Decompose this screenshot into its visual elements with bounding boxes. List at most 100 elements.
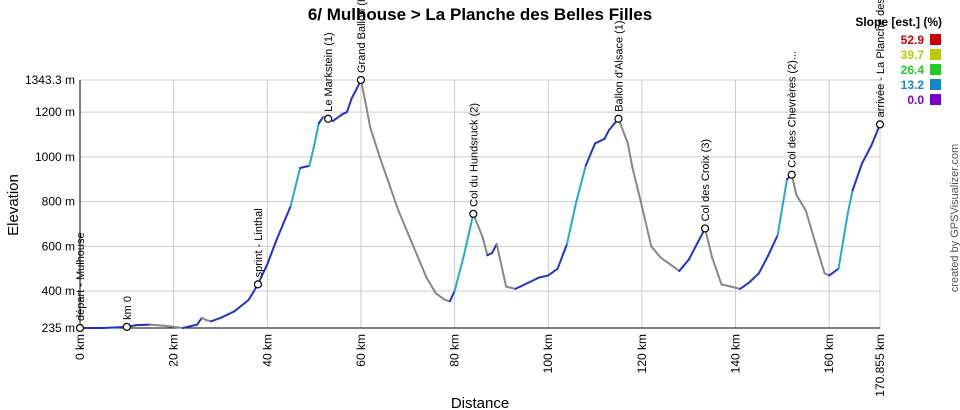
- profile-segment: [149, 323, 166, 327]
- profile-segment: [308, 144, 316, 167]
- profile-segment: [219, 310, 236, 319]
- profile-segment: [748, 272, 760, 284]
- waypoint-marker: [122, 322, 131, 331]
- profile-segment: [514, 283, 526, 290]
- profile-segment: [434, 292, 447, 302]
- waypoint-label: Col des Chevrères (2)...: [787, 51, 799, 168]
- waypoint-label: sprint - Linthal: [253, 208, 265, 277]
- x-tick-label: 100 km: [541, 334, 555, 373]
- profile-segment: [837, 211, 849, 270]
- profile-segment: [505, 285, 517, 290]
- waypoint-label: départ - Mulhouse: [75, 232, 87, 321]
- profile-segment: [795, 193, 807, 212]
- profile-segment: [369, 126, 381, 158]
- y-tick-label: 1200 m: [35, 105, 75, 119]
- profile-segment: [603, 128, 611, 140]
- legend-value: 26.4: [901, 63, 925, 77]
- legend-title: Slope [est.] (%): [855, 15, 942, 29]
- legend-value: 39.7: [901, 48, 925, 62]
- y-tick-labels: 235 m 400 m 600 m 800 m 1000 m 1200 m 1343.3 m: [25, 73, 75, 335]
- profile-segment: [729, 285, 742, 290]
- legend-swatch: [930, 64, 941, 75]
- x-axis-label: Distance: [451, 395, 509, 410]
- profile-segment: [275, 205, 292, 241]
- waypoint-label: km 0: [122, 296, 134, 320]
- profile-segment: [659, 256, 671, 266]
- profile-segment: [481, 236, 489, 257]
- profile-segment: [233, 299, 250, 313]
- chart-title: 6/ Mulhouse > La Planche des Belles Fill…: [308, 5, 652, 24]
- profile-segment: [668, 263, 681, 272]
- x-tick-label: 0 km: [73, 334, 87, 360]
- x-tick-label: 40 km: [260, 334, 274, 367]
- profile-segment: [537, 274, 550, 279]
- waypoint-label: arrivée - La Planche des Belles Filles: [875, 0, 887, 117]
- x-tick-label: 80 km: [448, 334, 462, 367]
- axes: [79, 80, 880, 329]
- waypoints: départ - Mulhouse km 0 sprint - Linthal Le …: [75, 0, 887, 333]
- profile-segment: [406, 231, 419, 257]
- profile-segment: [378, 155, 391, 185]
- profile-segment: [687, 240, 700, 261]
- waypoint-label: Col du Hundsruck (2): [468, 103, 480, 207]
- profile-segment: [472, 212, 484, 239]
- profile-segment: [210, 316, 222, 323]
- y-axis-label: Elevation: [5, 174, 22, 236]
- profile-segment: [704, 227, 714, 259]
- waypoint-marker: [356, 75, 366, 85]
- profile-segment: [299, 164, 311, 170]
- waypoint-marker: [787, 170, 796, 179]
- legend-value: 13.2: [901, 78, 925, 92]
- profile-segment: [565, 200, 578, 246]
- profile-segment: [757, 254, 770, 275]
- y-tick-label: 235 m: [42, 321, 75, 335]
- profile-segment: [182, 323, 199, 329]
- x-tick-label: 120 km: [635, 334, 649, 373]
- profile-segment: [388, 182, 400, 212]
- waypoint-marker: [253, 280, 263, 289]
- y-tick-label: 1343.3 m: [25, 73, 75, 87]
- profile-segment: [650, 245, 662, 259]
- profile-segment: [196, 316, 203, 326]
- waypoint-marker: [700, 224, 710, 233]
- waypoint-label: Le Markstein (1): [323, 32, 335, 111]
- y-tick-label: 1000 m: [35, 150, 75, 164]
- profile-segment: [860, 144, 873, 165]
- legend-swatch: [930, 34, 941, 45]
- y-tick-label: 600 m: [42, 239, 75, 253]
- profile-segment: [584, 142, 597, 167]
- profile-segment: [828, 267, 840, 277]
- profile-segment: [416, 254, 428, 279]
- waypoint-label: Ballon d'Alsace (1): [613, 20, 625, 111]
- waypoint-marker: [324, 114, 333, 123]
- x-tick-label: 170.855 km: [873, 334, 887, 397]
- profile-segment: [317, 115, 325, 125]
- legend-swatch: [930, 79, 941, 90]
- x-tick-label: 160 km: [822, 334, 836, 373]
- profile-segment: [640, 205, 653, 248]
- x-tick-label: 60 km: [354, 334, 368, 367]
- waypoint-marker: [875, 120, 885, 129]
- legend-value: 52.9: [901, 33, 925, 47]
- profile-segment: [397, 209, 409, 234]
- profile-segment: [495, 243, 508, 288]
- profile-segment: [814, 240, 826, 275]
- profile-segment: [846, 189, 854, 214]
- profile-segment: [617, 117, 629, 145]
- profile-segment: [804, 209, 817, 243]
- legend-value: 0.0: [907, 93, 924, 107]
- x-tick-label: 20 km: [167, 334, 181, 367]
- profile-segment: [626, 142, 634, 170]
- slope-legend: Slope [est.] (%) 52.939.726.413.20.0: [855, 15, 942, 107]
- profile-segment: [776, 178, 789, 237]
- profile-segment: [462, 212, 475, 257]
- profile-segment: [523, 276, 540, 286]
- profile-segment: [556, 243, 568, 270]
- waypoint-label: Col des Croix (3): [700, 139, 712, 222]
- profile-segment: [425, 276, 437, 295]
- profile-segment: [767, 234, 779, 257]
- profile-segment: [491, 243, 498, 255]
- profile-segment: [350, 88, 358, 100]
- profile-segment: [266, 238, 278, 266]
